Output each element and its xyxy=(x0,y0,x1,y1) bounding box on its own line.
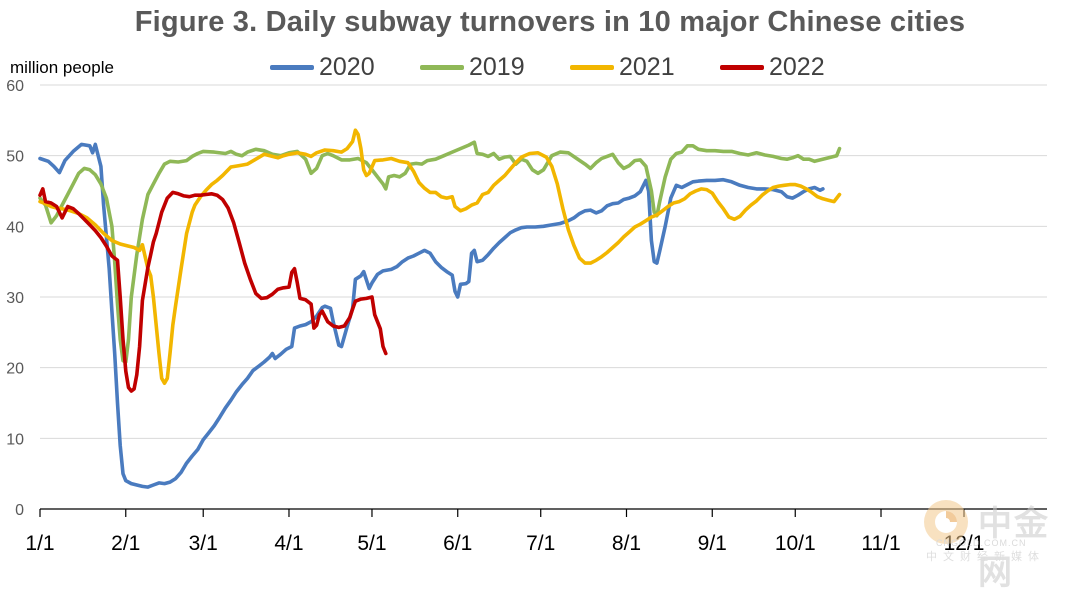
legend-swatch-2022 xyxy=(720,65,764,70)
series-line-2021 xyxy=(38,128,842,385)
legend-swatch-2021 xyxy=(570,65,614,70)
series-line-2022 xyxy=(38,187,388,393)
legend-swatch-2020 xyxy=(270,65,314,70)
x-tick-label-10-1: 10/1 xyxy=(775,532,816,555)
legend-label-2019: 2019 xyxy=(469,53,525,81)
x-tick-label-11-1: 11/1 xyxy=(861,532,900,555)
watermark-subtitle: 中文财经新媒体 xyxy=(926,551,1045,563)
x-tick-label-2-1: 2/1 xyxy=(111,532,140,555)
x-tick-label-4-1: 4/1 xyxy=(274,532,303,555)
x-tick-label-9-1: 9/1 xyxy=(698,532,727,555)
y-tick-label-0: 0 xyxy=(15,502,24,519)
legend-swatch-2019 xyxy=(420,65,464,70)
swirl-logo-icon xyxy=(924,500,968,544)
legend-label-2022: 2022 xyxy=(769,53,825,81)
y-tick-label-60: 60 xyxy=(6,78,24,95)
y-tick-label-20: 20 xyxy=(6,361,24,378)
series-line-2020 xyxy=(38,142,825,489)
y-axis-label: million people xyxy=(10,58,114,77)
line-chart: 0 10 20 30 40 50 60 1/1 2/1 3/1 4/1 5/1 6/1 7/1 8/1 9/1… xyxy=(6,78,1047,555)
watermark-logo: 中金网 CNGOLD.COM.CN 中文财经新媒体 xyxy=(918,490,1078,593)
x-tick-label-7-1: 7/1 xyxy=(526,532,555,555)
watermark-url: CNGOLD.COM.CN xyxy=(936,538,1027,548)
y-tick-label-10: 10 xyxy=(6,431,24,448)
x-tick-label-5-1: 5/1 xyxy=(357,532,386,555)
y-tick-label-40: 40 xyxy=(6,219,24,236)
x-tick-label-6-1: 6/1 xyxy=(443,532,472,555)
chart-title: Figure 3. Daily subway turnovers in 10 m… xyxy=(134,6,966,38)
y-tick-label-50: 50 xyxy=(6,149,24,166)
x-tick-label-8-1: 8/1 xyxy=(612,532,641,555)
x-tick-label-1-1: 1/1 xyxy=(25,532,54,555)
x-tick-label-3-1: 3/1 xyxy=(189,532,218,555)
legend-label-2020: 2020 xyxy=(319,53,375,81)
legend-label-2021: 2021 xyxy=(619,53,675,81)
series-line-2019 xyxy=(38,140,842,364)
y-tick-label-30: 30 xyxy=(6,290,24,307)
